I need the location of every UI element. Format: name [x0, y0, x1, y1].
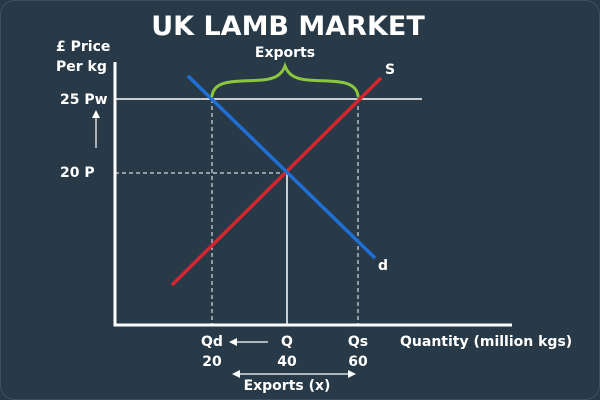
exports-top-label: Exports: [255, 45, 315, 61]
q-value: 40: [277, 354, 297, 370]
y-axis-label-price: £ Price: [56, 39, 110, 55]
demand-label: d: [378, 258, 388, 274]
demand-curve: [186, 74, 377, 260]
exports-bottom-label: Exports (x): [244, 378, 331, 394]
supply-label: S: [385, 62, 395, 78]
qs-letter: Qs: [348, 334, 368, 350]
qd-letter: Qd: [201, 334, 223, 350]
domestic-price-label: 20 P: [60, 165, 95, 181]
up-arrow-icon: [92, 110, 100, 148]
qd-value: 20: [202, 354, 222, 370]
supply-curve: [170, 76, 383, 287]
exports-brace: [210, 61, 360, 98]
diagram-title: UK LAMB MARKET: [151, 11, 425, 42]
axes: [113, 62, 512, 327]
exports-double-arrow-icon: [232, 370, 356, 378]
x-axis-label: Quantity (million kgs): [400, 334, 572, 350]
left-arrow-icon: [229, 338, 268, 346]
y-axis-label-per-kg: Per kg: [56, 59, 107, 75]
qs-value: 60: [348, 354, 368, 370]
world-price-label: 25 Pw: [60, 92, 108, 108]
q-letter: Q: [281, 334, 293, 350]
